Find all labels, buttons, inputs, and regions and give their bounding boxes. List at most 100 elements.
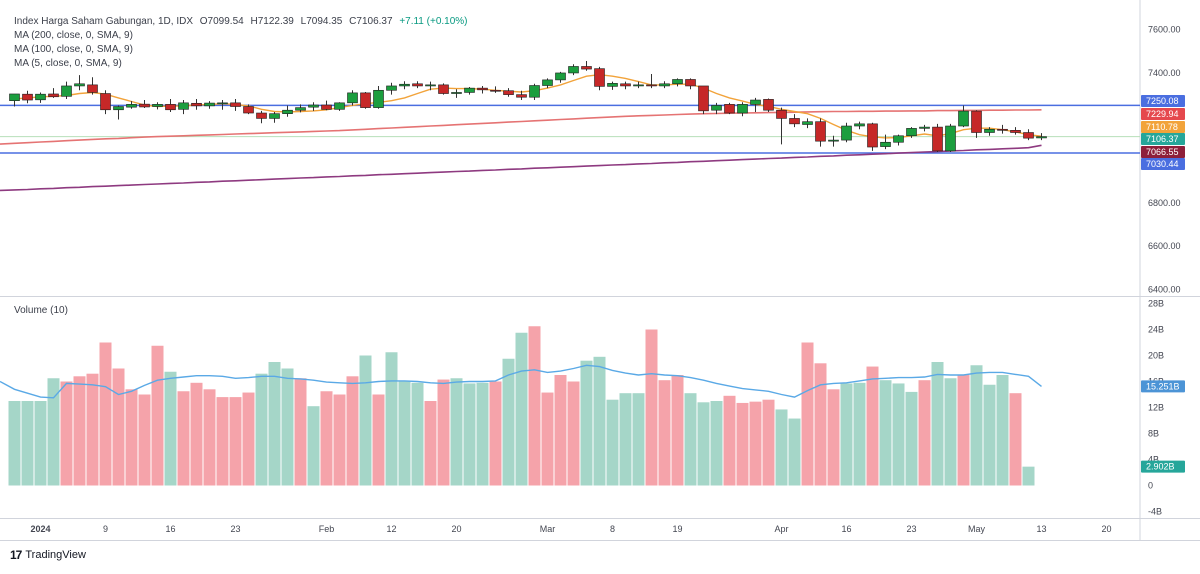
candle-body <box>607 83 618 87</box>
volume-tag-bg <box>1141 460 1185 473</box>
volume-bar <box>307 406 320 486</box>
time-tick-label: 8 <box>610 524 615 534</box>
candle-body <box>672 79 683 85</box>
time-tick-label: 9 <box>103 524 108 534</box>
tradingview-brand: TradingView <box>25 549 86 561</box>
volume-bar <box>424 401 437 486</box>
candle-body <box>48 93 59 98</box>
legend-ma200[interactable]: MA (200, close, 0, SMA, 9) <box>14 30 133 41</box>
candle-body <box>269 113 280 119</box>
candle-body <box>22 93 33 101</box>
candle-body <box>152 104 163 107</box>
volume-bar <box>112 368 125 486</box>
footer-branding: 17 TradingView <box>10 548 86 562</box>
price-tag: 7229.94 <box>1146 109 1179 119</box>
volume-tag-bg <box>1141 380 1185 393</box>
candle-body <box>386 85 397 91</box>
legend-volume[interactable]: Volume (10) <box>14 305 68 316</box>
candle-body <box>321 104 332 110</box>
volume-tick-label: 4B <box>1148 455 1159 465</box>
time-tick-label: 16 <box>165 524 175 534</box>
candle-body <box>659 83 670 87</box>
candle-body <box>373 89 384 108</box>
volume-tick-label: 20B <box>1148 351 1164 361</box>
volume-bar <box>8 401 21 486</box>
candle-body <box>815 121 826 142</box>
candle-body <box>867 123 878 148</box>
time-tick-label: 20 <box>451 524 461 534</box>
candle-body <box>802 121 813 125</box>
candle-body <box>620 83 631 87</box>
candle-body <box>646 84 657 87</box>
candle-body <box>243 106 254 114</box>
volume-bar <box>229 397 242 486</box>
candle-body <box>555 72 566 81</box>
candle-body <box>750 99 761 105</box>
candle-body <box>87 84 98 93</box>
price-tick-label: 7400.00 <box>1148 68 1181 78</box>
candle-body <box>204 102 215 107</box>
volume-bar <box>86 373 99 486</box>
volume-bar <box>801 342 814 486</box>
volume-bar <box>294 378 307 486</box>
volume-bar <box>632 393 645 486</box>
candle-body <box>958 110 969 127</box>
volume-bar <box>151 345 164 486</box>
volume-bar <box>619 393 632 486</box>
volume-bar <box>164 371 177 486</box>
volume-bar <box>671 375 684 486</box>
volume-bar <box>580 360 593 486</box>
candle-body <box>893 135 904 143</box>
time-tick-label: 13 <box>1036 524 1046 534</box>
legend-change: +7.11 (+0.10%) <box>399 16 468 27</box>
volume-tag: 2.902B <box>1146 462 1175 472</box>
candle-body <box>997 128 1008 131</box>
candle-body <box>256 112 267 119</box>
candle-body <box>698 85 709 112</box>
candle-body <box>178 102 189 110</box>
time-tick-label: Mar <box>540 524 556 534</box>
legend-ma100[interactable]: MA (100, close, 0, SMA, 9) <box>14 44 133 55</box>
legend-symbol-row: Index Harga Saham Gabungan, 1D, IDX O709… <box>14 16 472 27</box>
volume-bar <box>853 382 866 486</box>
volume-bar <box>892 383 905 486</box>
volume-bar <box>554 375 567 486</box>
legend-close: C7106.37 <box>349 16 393 27</box>
volume-bar <box>216 397 229 486</box>
candle-body <box>438 84 449 94</box>
volume-bar <box>762 399 775 486</box>
candle-body <box>581 66 592 70</box>
legend-ma5[interactable]: MA (5, close, 0, SMA, 9) <box>14 58 122 69</box>
volume-bar <box>775 409 788 486</box>
candle-body <box>880 141 891 147</box>
candle-body <box>1010 130 1021 133</box>
candle-body <box>1023 132 1034 139</box>
time-tick-label: 23 <box>906 524 916 534</box>
price-tick-label: 6400.00 <box>1148 285 1181 295</box>
volume-bar <box>515 332 528 486</box>
candle-body <box>984 128 995 133</box>
volume-bar <box>528 326 541 486</box>
volume-bar <box>99 342 112 486</box>
volume-bar <box>34 401 47 486</box>
volume-bar <box>905 391 918 486</box>
legend-open: O7099.54 <box>199 16 244 27</box>
volume-bar <box>138 394 151 486</box>
volume-bar <box>60 381 73 486</box>
volume-bar <box>918 380 931 486</box>
candle-body <box>711 105 722 111</box>
volume-bar <box>723 395 736 486</box>
price-tag: 7250.08 <box>1146 96 1179 106</box>
candle-body <box>139 103 150 108</box>
candle-body <box>854 123 865 127</box>
time-tick-label: 20 <box>1101 524 1111 534</box>
volume-bar <box>944 378 957 486</box>
candle-body <box>230 102 241 107</box>
candle-body <box>932 126 943 152</box>
volume-bar <box>814 363 827 486</box>
candle-body <box>568 66 579 74</box>
volume-bar <box>203 389 216 486</box>
volume-bar <box>411 382 424 486</box>
candle-body <box>464 87 475 93</box>
